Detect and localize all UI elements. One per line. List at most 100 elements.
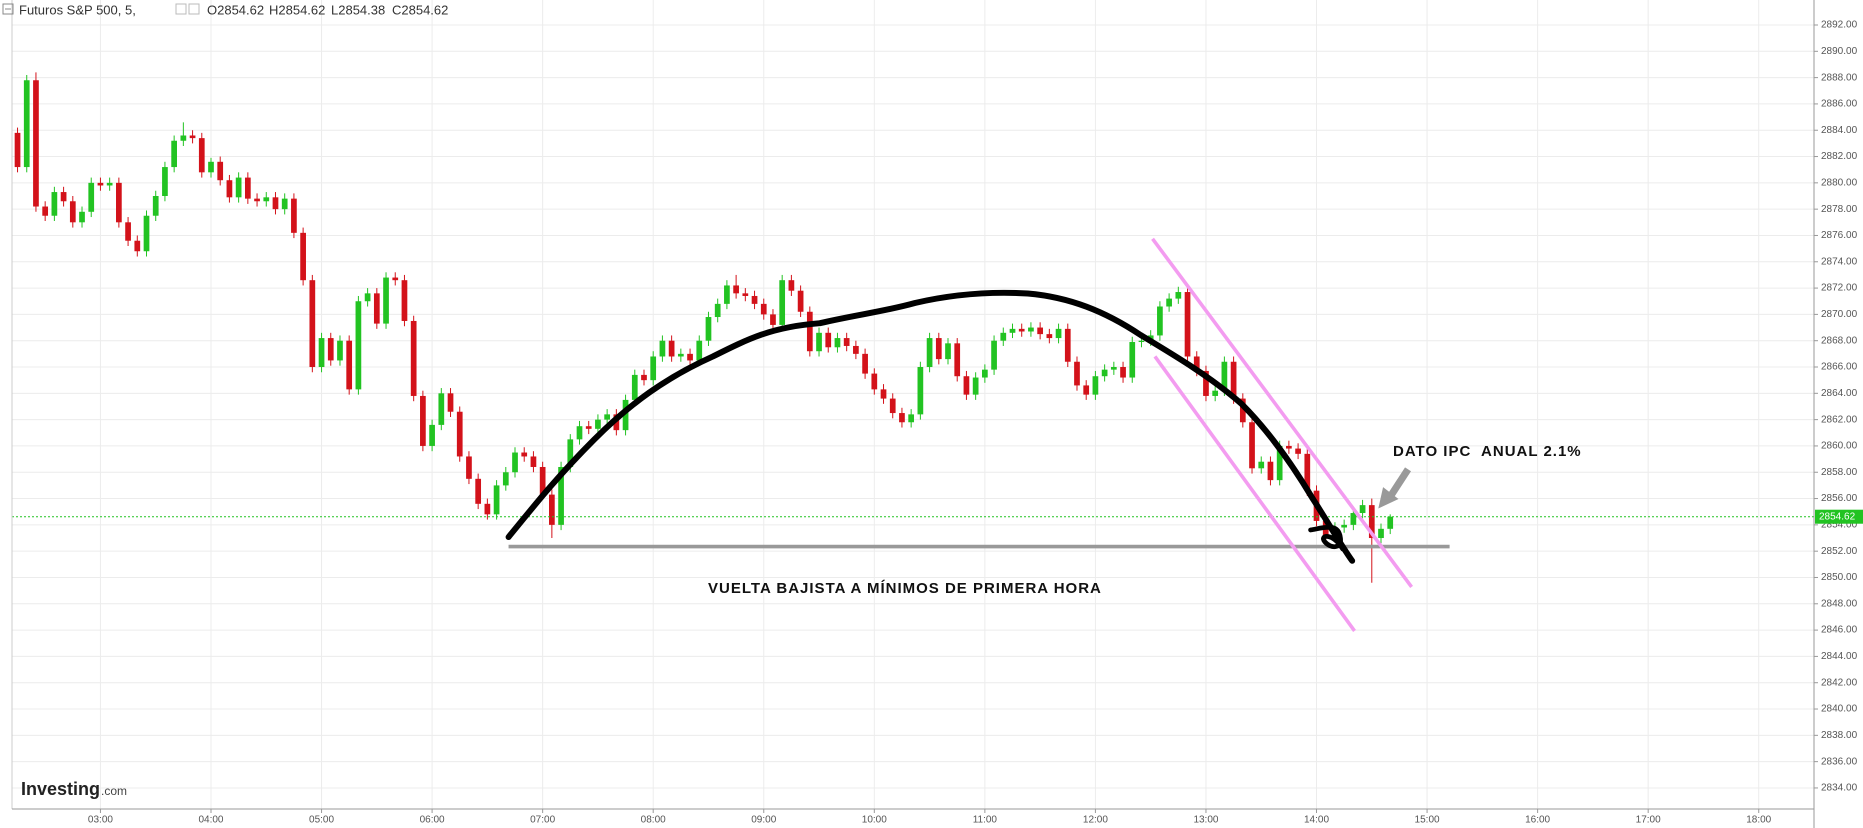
candle-body (1037, 327, 1043, 335)
trend-curve (505, 289, 1356, 564)
y-tick-label: 2870.00 (1821, 309, 1858, 320)
candle-body (364, 293, 371, 302)
candle-body (1166, 298, 1172, 307)
logo: Investing .com (21, 779, 127, 799)
header: Futuros S&P 500, 5, O2854.62 H2854.62 L2… (2, 2, 448, 17)
candle-body (770, 314, 776, 325)
x-tick-label: 12:00 (1083, 815, 1108, 826)
candle-body (724, 285, 730, 304)
settings-icon[interactable] (175, 3, 187, 15)
x-tick-label: 18:00 (1746, 815, 1771, 826)
x-tick-label: 13:00 (1193, 815, 1218, 826)
last-price-label: 2854.62 (1819, 511, 1856, 522)
candle-body (346, 340, 353, 390)
candle-body (622, 399, 629, 431)
candle-body (862, 353, 868, 374)
candle-body (1055, 328, 1062, 339)
trend-scribble (1308, 524, 1346, 552)
y-tick-label: 2842.00 (1821, 677, 1858, 688)
y-tick-label: 2876.00 (1821, 230, 1858, 241)
x-tick-label: 06:00 (420, 815, 445, 826)
ohlc-high: H2854.62 (269, 2, 325, 17)
candle-body (797, 290, 804, 312)
candle-body (309, 280, 316, 368)
candle-body (438, 393, 445, 425)
candle-body (889, 398, 896, 414)
candle-body (1157, 306, 1163, 336)
y-tick-label: 2848.00 (1821, 598, 1858, 609)
candle-body (272, 197, 279, 210)
candle-body (530, 456, 537, 467)
candle-body (484, 503, 491, 515)
candle-body (1295, 448, 1301, 454)
candle-body (1101, 369, 1108, 377)
candle-body (659, 340, 666, 357)
y-tick-label: 2850.00 (1821, 572, 1858, 583)
y-tick-label: 2874.00 (1821, 256, 1858, 267)
candle-body (447, 393, 454, 412)
candle-body (420, 395, 426, 446)
candle-body (1018, 328, 1025, 332)
candle-body (456, 411, 463, 457)
candle-body (493, 485, 500, 515)
ohlc-open: O2854.62 (207, 2, 264, 17)
y-tick-label: 2892.00 (1821, 20, 1858, 31)
axes: 2834.00 2836.00 2838.00 2840.00 2842.00 2844.… (11, 0, 1863, 828)
x-tick-label: 15:00 (1415, 815, 1440, 826)
candle-body (401, 280, 408, 321)
x-tick-label: 07:00 (530, 815, 555, 826)
candle-body (1258, 461, 1265, 469)
candle-body (871, 373, 878, 390)
y-tick-label: 2878.00 (1821, 204, 1858, 215)
candle-body (1203, 370, 1209, 396)
candle-body (1175, 292, 1182, 299)
candle-body (1028, 327, 1034, 332)
y-tick-label: 2860.00 (1821, 441, 1858, 452)
y-tick-label: 2866.00 (1821, 362, 1858, 373)
candle-body (373, 293, 380, 324)
grid (12, 0, 1814, 809)
candle-body (677, 353, 684, 357)
candle-body (1221, 361, 1228, 391)
y-tick-label: 2856.00 (1821, 493, 1858, 504)
candle-body (806, 311, 813, 352)
candle-body (180, 135, 187, 141)
y-tick-label: 2864.00 (1821, 388, 1858, 399)
candle-body (1092, 376, 1099, 395)
candle-body (641, 374, 647, 381)
candle-body (134, 240, 141, 252)
candle-body (51, 192, 58, 216)
candle-body (1239, 398, 1246, 423)
collapse-icon[interactable] (2, 3, 14, 15)
candle-body (291, 198, 297, 233)
close-icon[interactable] (188, 3, 200, 15)
candle-body (751, 295, 758, 304)
candle-body (604, 414, 610, 420)
candle-body (281, 198, 288, 210)
candle-body (512, 452, 518, 473)
candle-body (60, 192, 67, 202)
candle-body (945, 343, 951, 360)
candle-body (171, 140, 177, 168)
candle-body (14, 132, 21, 168)
annotation: VUELTA BAJISTA A MÍNIMOS DE PRIMERA HORA (708, 580, 1102, 597)
y-tick-label: 2844.00 (1821, 651, 1858, 662)
candle-body (1341, 524, 1348, 528)
candle-body (843, 338, 850, 346)
candle-body (410, 320, 417, 396)
candle-body (705, 317, 712, 341)
candle-body (1276, 445, 1283, 481)
candle-body (1000, 332, 1007, 341)
y-tick-label: 2872.00 (1821, 283, 1858, 294)
candle-body (567, 439, 574, 467)
candle-body (208, 161, 214, 173)
y-tick-label: 2882.00 (1821, 151, 1858, 162)
candle-body (125, 222, 131, 241)
arrow-head (1378, 487, 1399, 509)
y-tick-label: 2854.00 (1821, 520, 1858, 531)
candle-body (143, 215, 150, 252)
x-tick-label: 09:00 (751, 815, 776, 826)
candle-body (687, 353, 693, 361)
candle-body (327, 338, 334, 361)
